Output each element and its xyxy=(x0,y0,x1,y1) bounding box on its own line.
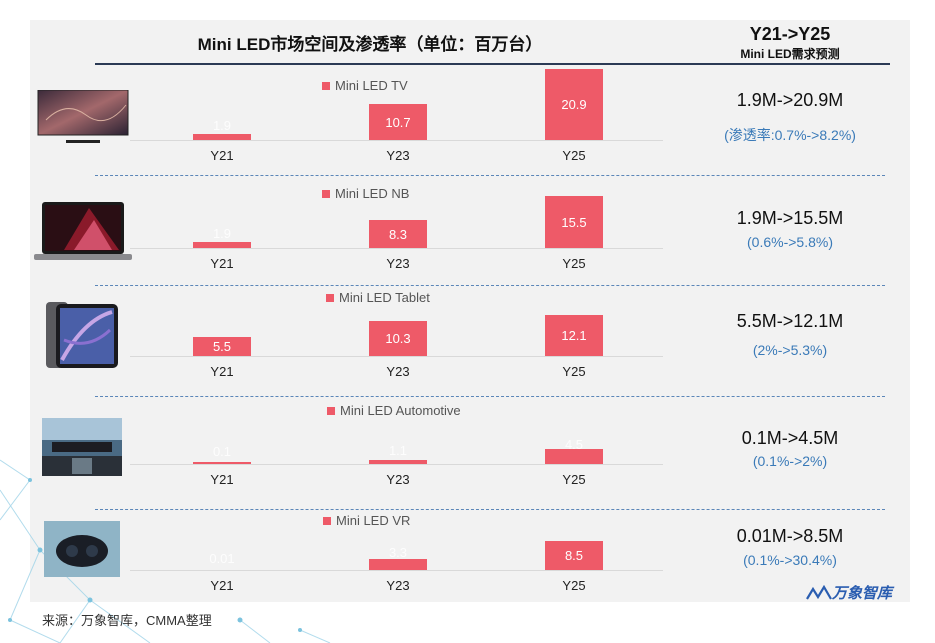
x-tick-label: Y21 xyxy=(210,256,234,271)
row-divider xyxy=(95,396,885,397)
data-label: 8.3 xyxy=(388,226,408,242)
x-tick-label: Y23 xyxy=(386,364,410,379)
chart-title: Mini LED市场空间及渗透率（单位：百万台） xyxy=(197,35,543,54)
data-label: 15.5 xyxy=(561,214,587,230)
x-tick-label: Y25 xyxy=(562,472,586,487)
legend-label: Mini LED VR xyxy=(336,513,411,528)
data-label: 10.3 xyxy=(385,331,411,346)
data-label: 3.3 xyxy=(388,545,408,560)
chart-panel xyxy=(30,20,910,602)
brand-name: 万象智库 xyxy=(832,585,893,602)
data-label: 1.9 xyxy=(212,225,232,241)
data-label: 12.1 xyxy=(561,328,587,343)
x-tick-label: Y21 xyxy=(210,364,234,379)
data-label: 0.01 xyxy=(209,550,235,566)
legend-label: Mini LED Tablet xyxy=(339,290,430,305)
bar: 1.9 xyxy=(193,118,251,140)
legend-label: Mini LED Automotive xyxy=(340,403,461,418)
x-tick-label: Y21 xyxy=(210,148,234,163)
forecast-penetration-vr: (0.1%->30.4%) xyxy=(743,552,837,568)
x-tick-label: Y21 xyxy=(210,578,234,593)
laptop-image xyxy=(34,202,132,260)
data-label: 20.9 xyxy=(561,97,587,112)
data-label: 1.9 xyxy=(212,117,232,133)
brand-icon xyxy=(806,584,832,600)
x-tick-label: Y25 xyxy=(562,364,586,379)
data-label: 0.1 xyxy=(212,443,232,459)
legend-label: Mini LED TV xyxy=(335,78,408,93)
network-decoration xyxy=(0,459,331,643)
legend-item: Mini LED Tablet xyxy=(326,290,430,305)
forecast-penetration-tv: (渗透率:0.7%->8.2%) xyxy=(724,127,856,143)
bar: 10.7 xyxy=(369,104,427,140)
tablet-image xyxy=(46,302,118,368)
forecast-subtitle: Mini LED需求预测 xyxy=(740,47,840,61)
forecast-title: Y21->Y25 xyxy=(749,24,831,44)
bar: 12.1 xyxy=(545,315,603,356)
bar: 5.5 xyxy=(193,337,251,356)
legend-label: Mini LED NB xyxy=(335,186,410,201)
row-divider xyxy=(95,285,885,286)
legend-item: Mini LED NB xyxy=(322,186,409,201)
legend-item: Mini LED VR xyxy=(323,513,410,528)
bar: 10.3 xyxy=(369,321,427,356)
forecast-range-vr: 0.01M->8.5M xyxy=(736,526,844,546)
forecast-range-tablet: 5.5M->12.1M xyxy=(736,311,844,331)
forecast-range-tv: 1.9M->20.9M xyxy=(736,90,844,110)
data-label: 10.7 xyxy=(385,114,411,130)
data-label: 5.5 xyxy=(212,339,232,354)
x-tick-label: Y23 xyxy=(386,578,410,593)
forecast-penetration-automotive: (0.1%->2%) xyxy=(752,453,828,469)
forecast-range-nb: 1.9M->15.5M xyxy=(736,208,844,228)
bar: 20.9 xyxy=(545,69,603,140)
x-tick-label: Y25 xyxy=(562,256,586,271)
x-tick-label: Y25 xyxy=(562,148,586,163)
bar: 1.1 xyxy=(369,443,427,464)
bar: 8.3 xyxy=(369,220,427,248)
data-label: 8.5 xyxy=(564,548,584,563)
tv-image xyxy=(37,90,129,143)
legend-swatch xyxy=(326,293,334,302)
x-tick-label: Y23 xyxy=(386,472,410,487)
legend-swatch xyxy=(322,189,330,198)
vr-headset-image xyxy=(44,521,120,577)
bar: 4.5 xyxy=(545,437,603,464)
data-label: 4.5 xyxy=(564,437,584,452)
x-tick-label: Y25 xyxy=(562,578,586,593)
data-label: 1.1 xyxy=(388,442,408,458)
forecast-penetration-nb: (0.6%->5.8%) xyxy=(747,234,833,250)
brand-logo: 万象智库 xyxy=(806,582,892,603)
bar: 15.5 xyxy=(545,196,603,248)
x-axis-line xyxy=(130,140,663,141)
source-note: 来源：万象智库，CMMA整理 xyxy=(42,613,212,628)
forecast-range-automotive: 0.1M->4.5M xyxy=(741,428,839,448)
x-axis-line xyxy=(130,464,663,465)
bar: 8.5 xyxy=(545,541,603,570)
bar: 1.9 xyxy=(193,226,251,248)
car-interior-image xyxy=(42,418,122,476)
x-axis-line xyxy=(130,356,663,357)
legend-swatch xyxy=(323,516,331,525)
legend-swatch xyxy=(327,406,335,415)
legend-swatch xyxy=(322,81,330,90)
forecast-penetration-tablet: (2%->5.3%) xyxy=(752,342,828,358)
bar: 0.1 xyxy=(193,444,251,464)
x-axis-line xyxy=(130,570,663,571)
x-tick-label: Y21 xyxy=(210,472,234,487)
legend-item: Mini LED TV xyxy=(322,78,408,93)
x-tick-label: Y23 xyxy=(386,148,410,163)
legend-item: Mini LED Automotive xyxy=(327,403,461,418)
x-axis-line xyxy=(130,248,663,249)
row-divider xyxy=(95,509,885,510)
row-divider xyxy=(95,175,885,176)
bar: 3.3 xyxy=(369,545,427,570)
header-divider xyxy=(95,63,890,65)
x-tick-label: Y23 xyxy=(386,256,410,271)
